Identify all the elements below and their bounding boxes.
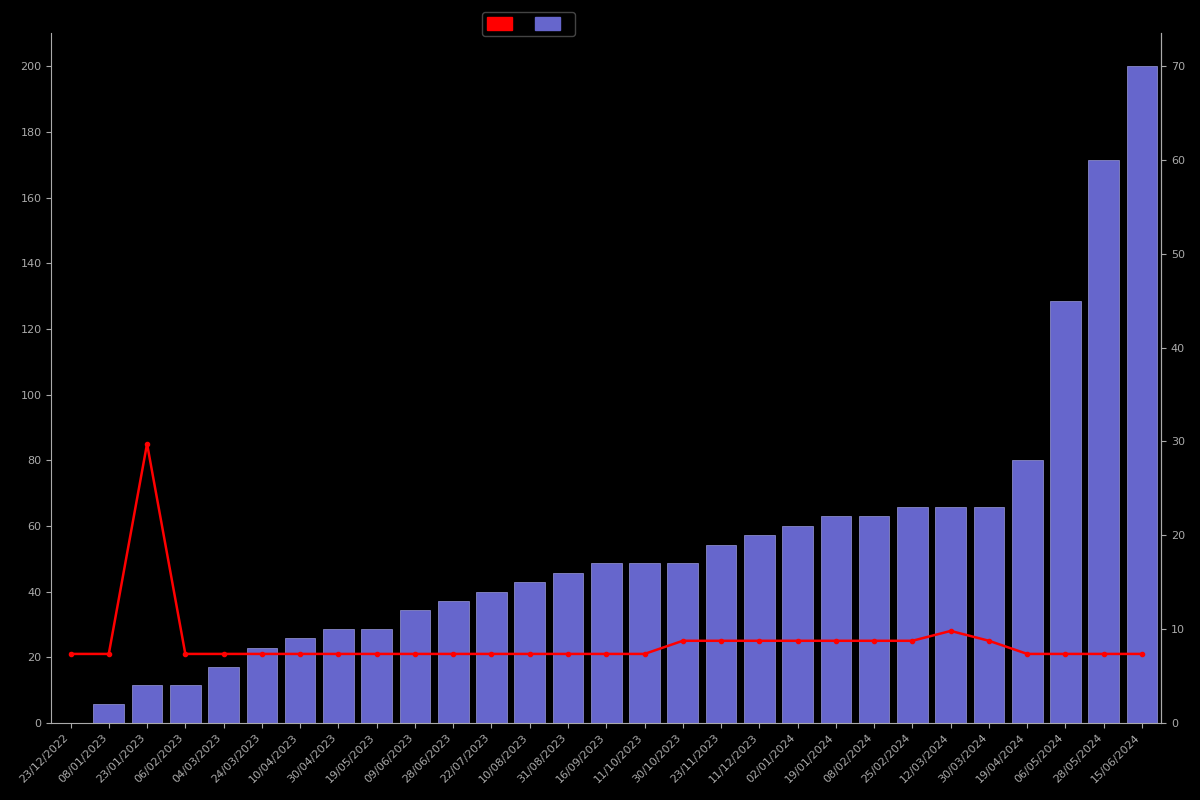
Bar bbox=[284, 638, 316, 723]
Bar bbox=[973, 507, 1004, 723]
Bar bbox=[744, 535, 775, 723]
Legend: , : , bbox=[482, 12, 575, 36]
Bar bbox=[1050, 301, 1081, 723]
Bar bbox=[629, 563, 660, 723]
Bar bbox=[1088, 160, 1120, 723]
Bar bbox=[898, 507, 928, 723]
Bar bbox=[782, 526, 812, 723]
Bar bbox=[94, 704, 124, 723]
Bar bbox=[323, 629, 354, 723]
Bar bbox=[515, 582, 545, 723]
Bar bbox=[667, 563, 698, 723]
Bar bbox=[590, 563, 622, 723]
Bar bbox=[1127, 66, 1157, 723]
Bar bbox=[361, 629, 392, 723]
Bar bbox=[209, 666, 239, 723]
Bar bbox=[438, 601, 468, 723]
Bar bbox=[246, 648, 277, 723]
Bar bbox=[553, 573, 583, 723]
Bar bbox=[400, 610, 431, 723]
Bar bbox=[1012, 460, 1043, 723]
Bar bbox=[859, 517, 889, 723]
Bar bbox=[821, 517, 851, 723]
Bar bbox=[935, 507, 966, 723]
Bar bbox=[476, 591, 506, 723]
Bar bbox=[132, 686, 162, 723]
Bar bbox=[706, 545, 737, 723]
Bar bbox=[170, 686, 200, 723]
